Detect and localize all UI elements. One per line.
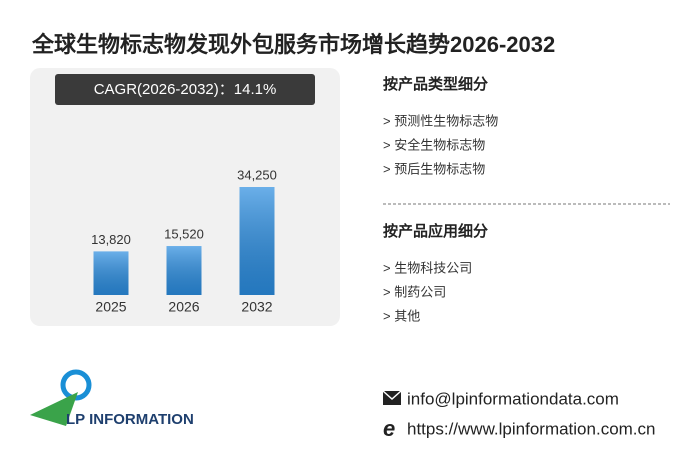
value-label: 13,820 <box>91 232 131 247</box>
segment-item: > 预测性生物标志物 <box>383 113 498 128</box>
segment-item: > 生物科技公司 <box>383 260 472 275</box>
x-tick-label: 2026 <box>168 299 199 315</box>
segment-heading: 按产品应用细分 <box>383 222 488 240</box>
segment-heading: 按产品类型细分 <box>383 75 488 93</box>
cagr-label: CAGR(2026-2032)：14.1% <box>94 81 277 98</box>
segment-item: > 预后生物标志物 <box>383 161 485 176</box>
segments: 按产品类型细分 > 预测性生物标志物 > 安全生物标志物 > 预后生物标志物按产品应用… <box>383 75 498 323</box>
segment-item: > 安全生物标志物 <box>383 137 485 152</box>
website: https://www.lpinformation.com.cn <box>407 419 655 438</box>
logo: LP INFORMATION <box>30 369 194 428</box>
bar-shade <box>239 187 275 295</box>
value-label: 34,250 <box>237 167 277 182</box>
x-tick-label: 2025 <box>95 299 126 315</box>
bar-shade <box>166 246 202 295</box>
bar-chart: 13,820 2025 15,520 2026 34,250 2032 <box>91 167 277 314</box>
segment-item: > 其他 <box>383 308 420 323</box>
web-icon: e <box>383 416 395 441</box>
logo-arrow <box>30 392 78 426</box>
cagr-box <box>55 74 315 105</box>
email: info@lpinformationdata.com <box>407 389 619 408</box>
logo-ring <box>60 369 92 401</box>
title: 全球生物标志物发现外包服务市场增长趋势2026-2032 <box>31 32 555 57</box>
logo-text: LP INFORMATION <box>66 411 194 428</box>
bar-shade <box>93 251 129 295</box>
segment-item: > 制药公司 <box>383 284 446 299</box>
email-icon <box>382 390 402 405</box>
x-tick-label: 2032 <box>241 299 272 315</box>
value-label: 15,520 <box>164 226 204 241</box>
